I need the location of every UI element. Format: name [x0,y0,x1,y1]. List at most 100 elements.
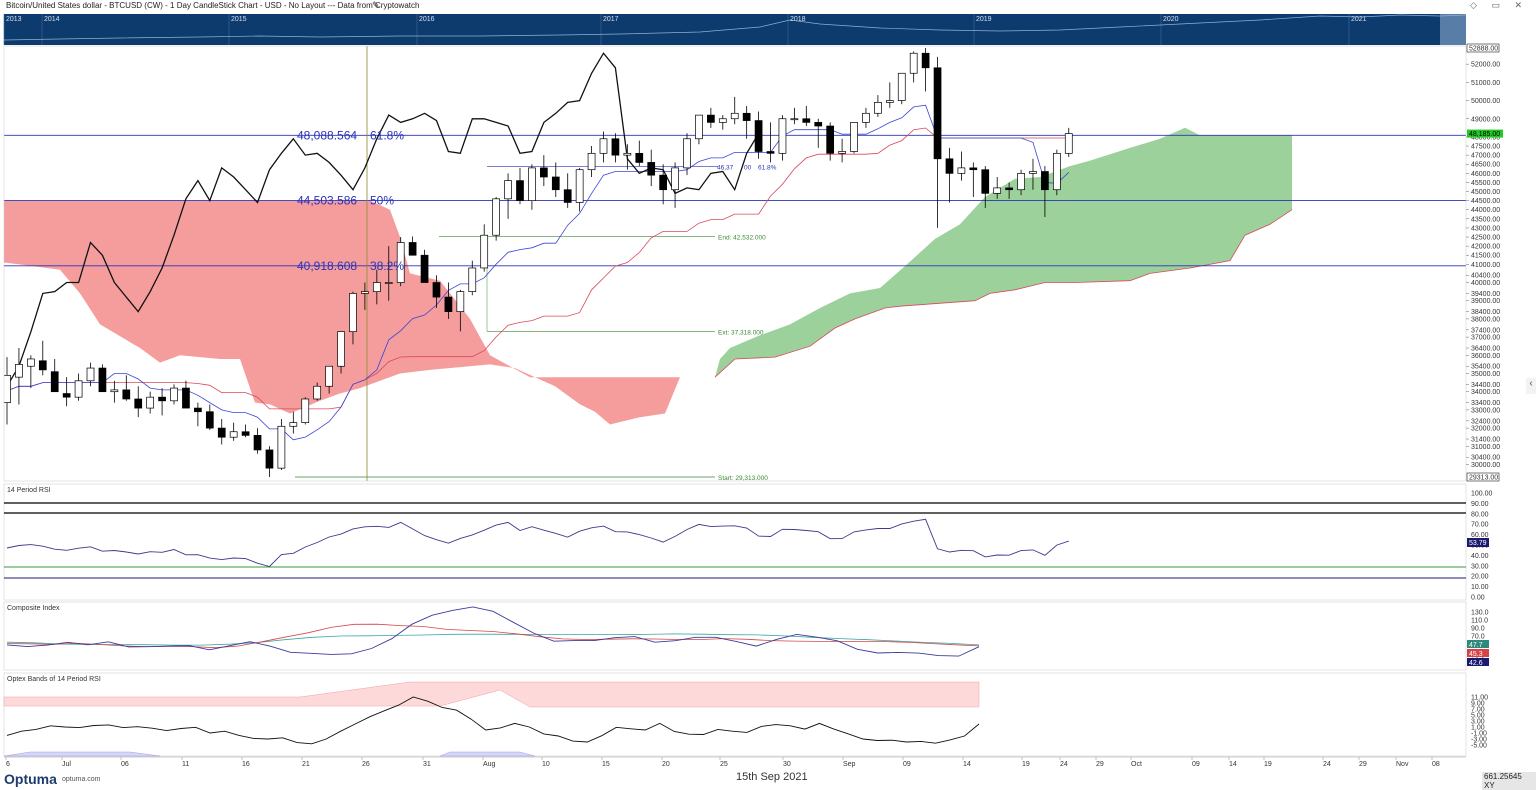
price-tick-label: 48000.00 [1471,134,1500,141]
composite-title: Composite Index [7,605,60,612]
candle-bullish [361,291,369,294]
candle-bearish [516,180,524,201]
candle-bullish [277,425,286,469]
candle-bearish [432,282,441,298]
price-tick-label: 34000.00 [1471,389,1500,396]
overview-price-line [3,14,1467,41]
last-price-marker: 48,185.00 [1469,131,1500,138]
candle-bullish [850,122,858,152]
candle-bearish [981,169,990,194]
date-tick-label: 19 [1022,761,1030,768]
fib-level-percent: 38.2% [370,259,404,273]
composite-badge-2 [1467,649,1489,657]
low-marker-box [1466,472,1500,482]
candle-bullish [623,152,632,156]
candle-bullish [730,112,739,120]
candle-bullish [1017,172,1025,191]
candle-bearish [969,167,978,171]
composite-tick-label: 70.0 [1471,634,1485,641]
window-controls[interactable]: ◇ ▭ ✕ [1470,0,1528,10]
optex-tick-label: 7.00 [1471,707,1485,714]
price-tick-label: 43500.00 [1471,216,1500,223]
fib-level-percent: 61.8% [370,128,404,142]
composite-panel [3,601,1467,671]
candle-bullish [492,198,500,236]
price-tick-label: 45500.00 [1471,180,1500,187]
candle-bullish [27,358,35,367]
candle-bearish [444,296,453,312]
candle-bullish [15,364,23,378]
candle-bullish [1029,171,1037,174]
candle-bearish [802,118,811,123]
candle-bullish [337,331,345,367]
ichimoku-cloud-bearish [4,200,715,425]
candle-bearish [98,367,107,393]
candle-bearish [122,389,131,400]
date-axis[interactable]: 6 Jul 06 11 16 21 26 31 Aug 10 15 20 25 30 Sep 09 14 19 24… [4,756,1466,768]
measure-ext-label: Ext: 37,318.000 [718,329,764,336]
overview-year-label: 2019 [976,16,992,23]
rsi-value: 53.79 [1469,540,1487,547]
rsi-title: 14 Period RSI [7,487,51,494]
overview-year-label: 2015 [231,16,247,23]
pencil-icon[interactable]: ✎ [372,0,380,10]
candle-bearish [241,431,250,436]
optex-tick-label: -3.00 [1471,737,1487,744]
candle-bullish [74,380,83,398]
fib-level-percent: 50% [370,194,394,208]
composite-tick-label: 110.0 [1471,618,1488,625]
fib-small-price: 46,37 [717,165,734,172]
window-titlebar: Bitcoin/United States dollar - BTCUSD (C… [0,0,1536,14]
rsi-tick-label: 10.00 [1471,584,1489,591]
overview-strip[interactable] [4,14,1466,45]
candle-bearish [194,407,202,413]
date-tick-label: 11 [182,761,189,768]
date-tick-label: 10 [542,761,550,768]
price-tick-label: 35000.00 [1471,371,1500,378]
price-tick-label: 32400.00 [1471,418,1500,425]
price-tick-label: 44500.00 [1471,198,1500,205]
date-tick-label: 29 [1096,761,1104,768]
candle-bullish [790,118,799,121]
candle-bullish [897,72,906,101]
price-tick-label: 36400.00 [1471,346,1500,353]
candle-bearish [933,67,942,160]
candle-bearish [551,176,560,191]
footer-bar: Optuma optuma.com 15th Sep 2021 661.2564… [0,768,1536,790]
price-axis[interactable]: 52000.00 51000.00 50000.00 49000.00 48000.00… [1466,62,1500,469]
senkou-span-b-line [714,209,1293,378]
rsi-value-badge [1467,538,1489,547]
overview-window[interactable] [1440,14,1466,45]
price-tick-label: 37400.00 [1471,327,1500,334]
candle-bullish [587,152,596,171]
candle-bullish [778,118,787,154]
rsi-panel [3,483,1467,601]
high-marker: 52888.00 [1469,46,1498,53]
chart-canvas[interactable]: 2013 2014 2015 2016 2017 2018 2019 2020 2021 48,… [0,0,1536,770]
candle-bearish [134,398,143,409]
candle-bullish [718,118,727,123]
candle-bullish [683,138,691,169]
candle-bearish [420,254,429,283]
price-tick-label: 46000.00 [1471,171,1500,178]
chikou-span-line [4,52,760,391]
measured-move-labels: Start: 29,313.000 End: 42,532.000 Ext: 37,… [718,234,768,482]
price-markers: 52888.00 29313.00 48,185.00 [1466,43,1503,482]
optuma-url: optuma.com [62,776,101,783]
rsi-line [6,518,1069,568]
price-tick-label: 31400.00 [1471,437,1500,444]
rsi-tick-label: 60.00 [1471,532,1489,539]
price-tick-label: 41000.00 [1471,262,1500,269]
composite-badge-3 [1467,658,1489,666]
date-tick-label: Nov [1396,761,1409,768]
collapse-arrow-icon[interactable]: ‹ [1526,378,1536,394]
chart-title: Bitcoin/United States dollar - BTCUSD (C… [6,1,420,10]
zoom-readout[interactable]: 661.25645 XY [1482,772,1536,790]
candle-bearish [742,112,751,121]
price-tick-label: 38400.00 [1471,309,1500,316]
candle-bullish [86,367,95,382]
candle-bearish [707,114,715,123]
candle-bearish [826,125,835,154]
composite-tick-label: 90.0 [1471,626,1485,633]
optuma-logo: Optuma [4,771,57,787]
